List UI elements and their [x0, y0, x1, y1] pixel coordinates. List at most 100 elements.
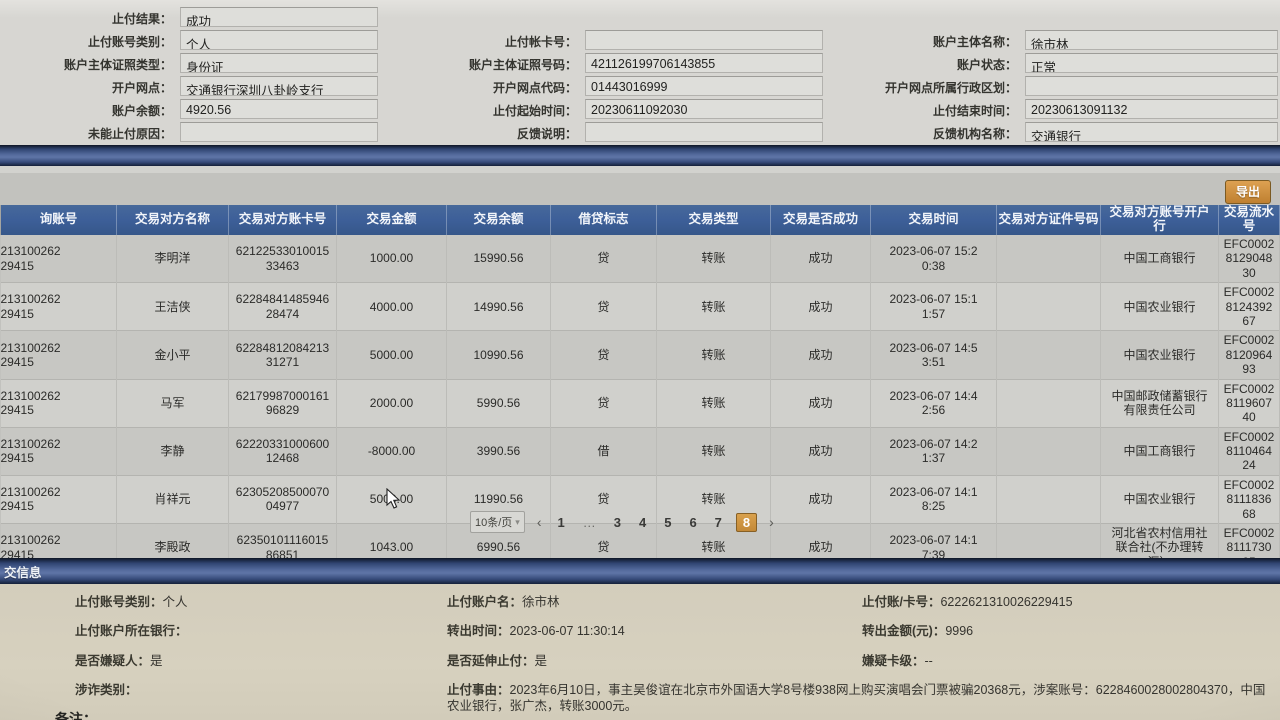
cell-transaction-type: 转账: [656, 379, 771, 428]
cell-counterparty-name: 马军: [116, 379, 229, 428]
cell-counterparty-account: 62179987000161 96829: [228, 379, 337, 428]
field-value-branch-code: 01443016999: [585, 76, 823, 96]
stop-payment-result-form: 止付结果： 成功 止付账号类别： 个人 止付帐卡号： 账户主体名称： 徐市林 账…: [0, 0, 1280, 145]
page-button-5[interactable]: 5: [664, 514, 672, 530]
field-label-stop-start-time: 止付起始时间：: [492, 104, 577, 118]
cell-time: 2023-06-07 15:1 1:57: [870, 282, 997, 331]
field-value-subject-name: 徐市林: [1025, 30, 1278, 50]
table-row[interactable]: 213100262 29415 王洁侠 62284841485946 28474…: [0, 282, 1280, 331]
field-value-feedback-org: 交通银行: [1025, 122, 1278, 142]
column-header: 交易金额: [336, 205, 447, 235]
table-row[interactable]: 213100262 29415 李明洋 62122533010015 33463…: [0, 235, 1280, 283]
page-button-3[interactable]: 3: [613, 514, 621, 530]
cell-debit-credit-flag: 贷: [550, 379, 657, 428]
table-row[interactable]: 213100262 29415 金小平 62284812084213 31271…: [0, 330, 1280, 380]
field-label-cert-type: 账户主体证照类型：: [63, 58, 172, 72]
cell-cert-number: [996, 379, 1101, 428]
cell-success: 成功: [770, 282, 871, 331]
cell-query-account: 213100262 29415: [0, 235, 117, 283]
cell-serial-number: EFC00028111836 68: [1218, 475, 1280, 524]
column-header: 交易余额: [446, 205, 551, 235]
page-button-8-active[interactable]: 8: [735, 512, 758, 532]
cell-bank: 中国工商银行: [1100, 235, 1219, 283]
cell-serial-number: EFC00028111730 05: [1218, 523, 1280, 572]
cell-transaction-type: 转账: [656, 475, 771, 524]
cell-counterparty-name: 王洁侠: [116, 282, 229, 331]
cell-transaction-type: 转账: [656, 235, 771, 283]
prev-page-button[interactable]: ‹: [536, 514, 542, 530]
page-button-1[interactable]: 1: [557, 514, 565, 530]
pagination: 10条/页 ▾ ‹ 1 … 3 4 5 6 7 8 ›: [470, 511, 776, 533]
export-button[interactable]: 导出: [1224, 180, 1271, 204]
field-label-fail-reason: 未能止付原因：: [87, 127, 172, 141]
field-value-stop-end-time: 20230613091132: [1025, 99, 1278, 119]
cell-time: 2023-06-07 14:1 8:25: [870, 475, 997, 524]
column-header: 交易时间: [870, 205, 997, 235]
cell-balance: 5990.56: [446, 379, 551, 428]
info-extended-stop: 是否延伸止付：是: [447, 653, 548, 668]
cell-serial-number: EFC00028124392 67: [1218, 282, 1280, 331]
field-value-stop-start-time: 20230611092030: [585, 99, 823, 119]
cell-debit-credit-flag: 借: [550, 427, 657, 476]
field-label-feedback-note: 反馈说明：: [516, 127, 577, 141]
cell-serial-number: EFC00028110464 24: [1218, 427, 1280, 476]
cell-success: 成功: [770, 379, 871, 428]
table-row[interactable]: 213100262 29415 马军 62179987000161 96829 …: [0, 379, 1280, 428]
field-label-account-category: 止付账号类别：: [87, 35, 172, 49]
cell-bank: 中国工商银行: [1100, 427, 1219, 476]
remark-label-cutoff: 备注：: [55, 711, 97, 720]
transactions-table: 询账号 交易对方名称 交易对方账卡号 交易金额 交易余额 借贷标志 交易类型 交易是否成功 交易…: [0, 205, 1280, 717]
cell-amount: 2000.00: [336, 379, 447, 428]
transactions-tbody: 213100262 29415 李明洋 62122533010015 33463…: [0, 235, 1280, 717]
field-label-stop-card-no: 止付帐卡号：: [504, 35, 577, 49]
cell-counterparty-account: 62284841485946 28474: [228, 282, 337, 331]
cell-success: 成功: [770, 475, 871, 524]
field-label-cert-number: 账户主体证照号码：: [468, 58, 577, 72]
table-row[interactable]: 213100262 29415 李静 62220331000600 12468 …: [0, 427, 1280, 476]
page-button-7[interactable]: 7: [714, 514, 722, 530]
field-value-cert-number: 421126199706143855: [585, 53, 823, 73]
cell-counterparty-account: 62122533010015 33463: [228, 235, 337, 283]
cell-cert-number: [996, 475, 1101, 524]
cell-debit-credit-flag: 贷: [550, 475, 657, 524]
cell-counterparty-account: 62220331000600 12468: [228, 427, 337, 476]
cell-cert-number: [996, 282, 1101, 331]
column-header: 交易对方账号开户 行: [1100, 205, 1219, 235]
column-header: 交易流水号: [1218, 205, 1280, 235]
cell-transaction-type: 转账: [656, 330, 771, 380]
cell-success: 成功: [770, 235, 871, 283]
cell-time: 2023-06-07 14:4 2:56: [870, 379, 997, 428]
next-page-button[interactable]: ›: [769, 514, 774, 530]
page-ellipsis[interactable]: …: [582, 514, 596, 530]
table-row[interactable]: 213100262 29415 肖祥元 62305208500070 04977…: [0, 475, 1280, 524]
page-button-4[interactable]: 4: [638, 514, 647, 530]
cell-amount: 1000.00: [336, 235, 447, 283]
cell-debit-credit-flag: 贷: [550, 235, 657, 283]
cell-transaction-type: 转账: [656, 282, 771, 331]
cell-query-account: 213100262 29415: [0, 427, 117, 476]
column-header: 交易对方证件号码: [996, 205, 1101, 235]
cell-counterparty-account: 62305208500070 04977: [228, 475, 337, 524]
page-button-6[interactable]: 6: [689, 514, 697, 530]
info-section-title: 交信息: [4, 565, 42, 580]
field-value-account-category: 个人: [180, 30, 378, 50]
stop-payment-info-panel: 止付账号类别：个人 止付账户名：徐市林 止付账/卡号：6222621310026…: [0, 584, 1280, 720]
field-value-account-status: 正常: [1025, 53, 1278, 73]
field-label-branch-code: 开户网点代码：: [492, 81, 577, 95]
cell-counterparty-name: 肖祥元: [116, 475, 229, 524]
info-fraud-category: 涉诈类别：: [75, 682, 138, 697]
field-value-branch: 交通银行深圳八卦岭支行: [180, 76, 378, 96]
field-label-feedback-org: 反馈机构名称：: [932, 127, 1017, 141]
field-label-branch: 开户网点：: [111, 81, 172, 95]
cell-time: 2023-06-07 14:5 3:51: [870, 330, 997, 380]
field-label-subject-name: 账户主体名称：: [932, 35, 1017, 49]
field-value-feedback-note: [585, 122, 823, 142]
page-size-select[interactable]: 10条/页 ▾: [470, 511, 525, 533]
info-account-name: 止付账户名：徐市林: [447, 595, 560, 609]
column-header: 交易对方账卡号: [228, 205, 337, 235]
field-value-fail-reason: [180, 122, 378, 142]
cell-counterparty-account: 62284812084213 31271: [228, 330, 337, 380]
cell-serial-number: EFC00028119607 40: [1218, 379, 1280, 428]
column-header: 交易类型: [656, 205, 771, 235]
cell-bank: 中国农业银行: [1100, 330, 1219, 380]
